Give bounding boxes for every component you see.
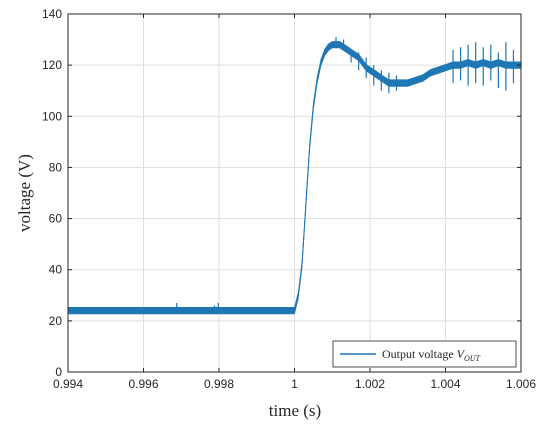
x-axis-label: time (s) xyxy=(269,401,321,420)
y-tick-label: 40 xyxy=(49,263,63,277)
y-axis-label: voltage (V) xyxy=(15,154,34,232)
y-tick-label: 80 xyxy=(49,160,63,174)
legend-label: Output voltage VOUT xyxy=(382,347,481,363)
y-tick-label: 140 xyxy=(42,7,62,21)
y-tick-label: 60 xyxy=(49,212,63,226)
tick-marks xyxy=(67,13,522,373)
y-tick-labels: 0 20 40 60 80 100 120 140 xyxy=(42,7,62,379)
noise-spikes xyxy=(176,37,515,314)
legend-text: Output voltage xyxy=(382,347,457,361)
x-tick-label: 0.998 xyxy=(204,377,234,391)
y-tick-label: 20 xyxy=(49,314,63,328)
y-tick-label: 120 xyxy=(42,58,62,72)
series-line xyxy=(68,44,521,312)
x-tick-label: 0.994 xyxy=(53,377,83,391)
x-tick-label: 1.006 xyxy=(506,377,536,391)
y-tick-label: 0 xyxy=(55,365,62,379)
y-tick-label: 100 xyxy=(42,109,62,123)
legend-symbol: V xyxy=(457,347,466,361)
x-tick-label: 0.996 xyxy=(128,377,158,391)
x-tick-label: 1 xyxy=(291,377,298,391)
legend-subscript: OUT xyxy=(464,354,481,363)
x-tick-labels: 0.994 0.996 0.998 1 1.002 1.004 1.006 xyxy=(53,377,536,391)
x-tick-label: 1.002 xyxy=(355,377,385,391)
x-tick-label: 1.004 xyxy=(430,377,460,391)
legend: Output voltage VOUT xyxy=(332,340,517,368)
